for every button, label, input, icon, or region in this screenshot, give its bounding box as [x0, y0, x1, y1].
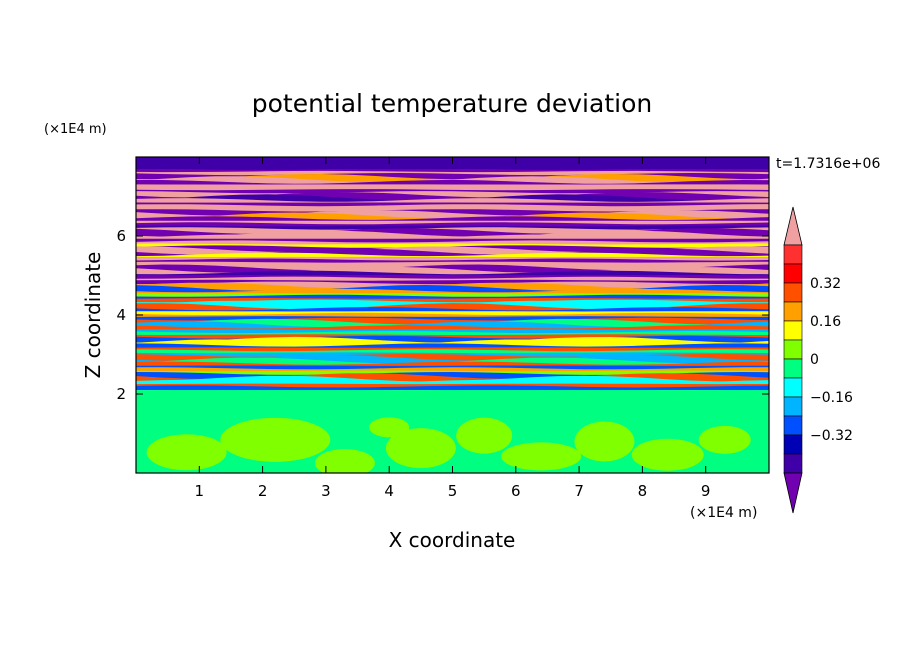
x-tick-label: 7	[574, 482, 584, 500]
chart-title: potential temperature deviation	[252, 89, 652, 118]
lower-layer-blob	[220, 417, 331, 462]
colorbar-swatch	[783, 282, 803, 303]
x-tick-label: 2	[258, 482, 268, 500]
contour-band	[136, 167, 769, 175]
x-tick-label: 8	[638, 482, 648, 500]
x-tick-label: 4	[384, 482, 394, 500]
x-tick-label: 9	[701, 482, 711, 500]
y-tick-label: 2	[116, 385, 126, 403]
x-tick-label: 5	[448, 482, 458, 500]
lower-layer-blob	[369, 417, 410, 438]
colorbar-min-arrow	[783, 472, 803, 514]
colorbar-swatch	[783, 263, 803, 284]
x-tick-label: 1	[195, 482, 205, 500]
colorbar-swatch	[783, 415, 803, 436]
lower-layer-blob	[456, 417, 513, 454]
colorbar-swatch	[783, 320, 803, 341]
y-tick-label: 4	[116, 306, 126, 324]
colorbar-tick-label: 0.32	[810, 276, 841, 292]
contour-band	[136, 228, 769, 239]
colorbar-swatch	[783, 301, 803, 322]
contour-band	[136, 325, 769, 334]
lower-layer-blob	[574, 421, 635, 462]
colorbar-swatch	[783, 434, 803, 455]
y-tick-label: 6	[116, 227, 126, 245]
contour-band	[136, 266, 769, 278]
colorbar-tick-label: 0.16	[810, 314, 841, 330]
colorbar-tick-label: 0	[810, 352, 819, 368]
colorbar-tick-label: −0.16	[810, 390, 853, 406]
contour-band	[136, 192, 769, 203]
colorbar-max-arrow	[783, 206, 803, 246]
contour-band	[136, 373, 769, 384]
colorbar-swatch	[783, 339, 803, 360]
colorbar-swatch	[783, 453, 803, 474]
lower-layer-blob	[314, 449, 375, 473]
x-tick-label: 6	[511, 482, 521, 500]
contour-band	[136, 307, 769, 316]
x-axis-label: X coordinate	[389, 528, 516, 552]
lower-layer-blob	[698, 425, 751, 454]
x-tick-label: 3	[321, 482, 331, 500]
time-label: t=1.7316e+06	[776, 156, 880, 172]
contour-band	[136, 355, 769, 366]
y-axis-label: Z coordinate	[81, 252, 105, 379]
lower-layer-blob	[631, 438, 704, 471]
contour-band	[136, 246, 769, 257]
colorbar: 0.32 0.16 0 −0.16 −0.32	[783, 206, 853, 514]
colorbar-swatch	[783, 244, 803, 265]
lower-layer-blob	[501, 442, 582, 471]
lower-layer-blob	[146, 434, 227, 471]
colorbar-swatch	[783, 377, 803, 398]
x-axis: 1 2 3 4 5 6 7 8 9	[195, 157, 711, 500]
contour-field	[136, 157, 769, 473]
x-unit-label: (×1E4 m)	[690, 505, 757, 521]
colorbar-tick-label: −0.32	[810, 428, 853, 444]
contour-band	[136, 285, 769, 296]
lower-layer-blob	[385, 428, 456, 469]
colorbar-swatch	[783, 396, 803, 417]
contour-band	[136, 248, 769, 260]
colorbar-swatch	[783, 358, 803, 379]
y-unit-label: (×1E4 m)	[44, 122, 107, 137]
contour-band	[136, 331, 769, 338]
contour-band	[136, 353, 769, 362]
y-axis: 2 4 6	[116, 227, 769, 403]
